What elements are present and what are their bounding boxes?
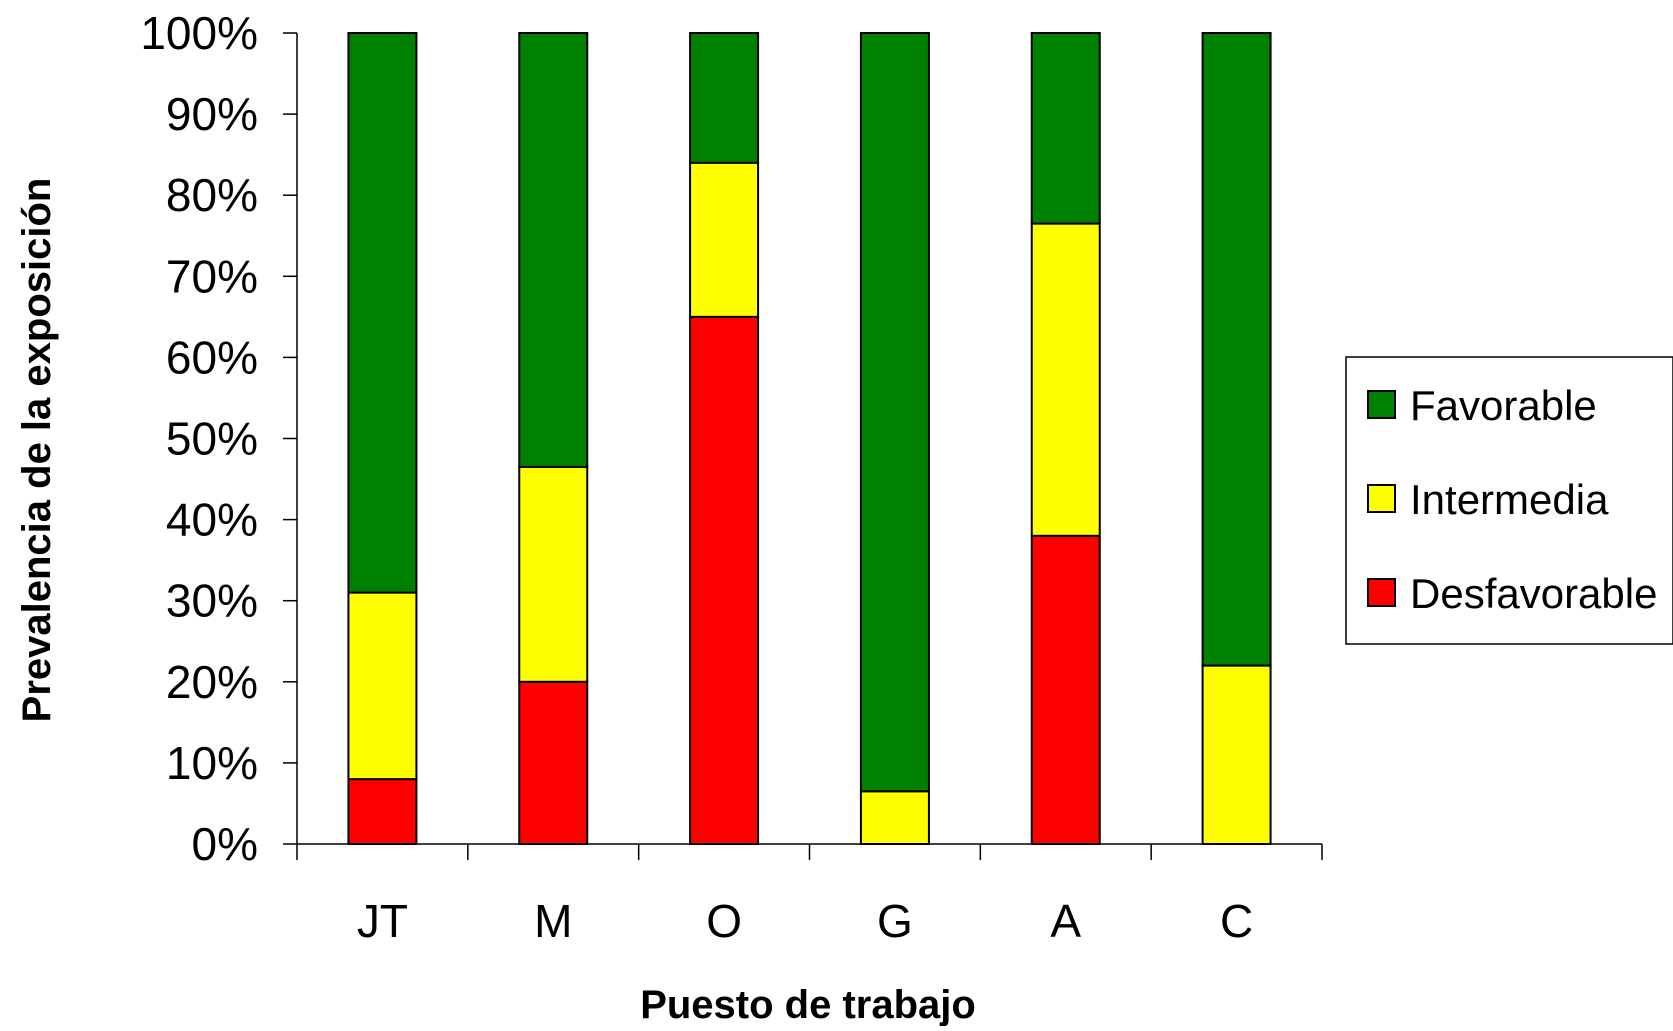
legend-label-desfavorable: Desfavorable bbox=[1410, 570, 1657, 617]
y-tick-label: 20% bbox=[166, 656, 258, 708]
bar-jt-intermedia bbox=[347, 591, 418, 781]
x-tick-label-m: M bbox=[534, 895, 572, 947]
y-tick-labels: 0% 10% 20% 30% 40% 50% 60% 70% 80% 90% 100% bbox=[140, 7, 258, 870]
legend: Favorable Intermedia Desfavorable bbox=[1345, 356, 1673, 645]
bar-c-favorable bbox=[1201, 32, 1272, 667]
y-axis-title: Prevalencia de la exposición bbox=[15, 178, 59, 723]
bar-a-desfavorable bbox=[1030, 534, 1101, 845]
y-tick-label: 100% bbox=[140, 7, 258, 59]
bars-layer bbox=[347, 32, 1272, 846]
y-tick-label: 10% bbox=[166, 737, 258, 789]
bar-o-desfavorable bbox=[689, 315, 760, 846]
x-tick-label-c: C bbox=[1220, 895, 1253, 947]
bar-jt-desfavorable bbox=[347, 778, 418, 845]
bar-a-favorable bbox=[1030, 32, 1101, 225]
bar-g-intermedia bbox=[859, 790, 930, 845]
y-tick-label: 90% bbox=[166, 88, 258, 140]
bar-o-favorable bbox=[689, 32, 760, 164]
legend-box bbox=[1345, 356, 1673, 645]
x-tick-label-o: O bbox=[706, 895, 742, 947]
y-tick-label: 80% bbox=[166, 169, 258, 221]
legend-label-intermedia: Intermedia bbox=[1410, 476, 1609, 523]
bar-c-intermedia bbox=[1201, 664, 1272, 846]
x-tick-label-jt: JT bbox=[357, 895, 408, 947]
bar-jt-favorable bbox=[347, 32, 418, 594]
y-tick-label: 40% bbox=[166, 494, 258, 546]
y-tick-label: 0% bbox=[192, 818, 258, 870]
bar-m-desfavorable bbox=[518, 680, 589, 845]
bar-m-favorable bbox=[518, 32, 589, 468]
legend-swatch-favorable bbox=[1367, 390, 1396, 419]
bar-m-intermedia bbox=[518, 465, 589, 683]
axes-layer bbox=[283, 32, 1323, 860]
x-tick-labels: JT M O G A C bbox=[357, 895, 1253, 947]
x-tick-label-g: G bbox=[877, 895, 913, 947]
y-tick-label: 60% bbox=[166, 331, 258, 383]
bar-g-favorable bbox=[859, 32, 930, 793]
bar-o-intermedia bbox=[689, 161, 760, 318]
y-tick-label: 50% bbox=[166, 413, 258, 465]
x-tick-label-a: A bbox=[1050, 895, 1081, 947]
y-tick-label: 30% bbox=[166, 575, 258, 627]
bar-a-intermedia bbox=[1030, 222, 1101, 537]
legend-swatch-intermedia bbox=[1367, 484, 1396, 513]
x-axis-title: Puesto de trabajo bbox=[640, 983, 976, 1026]
legend-label-favorable: Favorable bbox=[1410, 382, 1597, 429]
y-tick-label: 70% bbox=[166, 250, 258, 302]
legend-swatch-desfavorable bbox=[1367, 578, 1396, 607]
legend-items: Favorable Intermedia Desfavorable bbox=[1367, 382, 1657, 617]
